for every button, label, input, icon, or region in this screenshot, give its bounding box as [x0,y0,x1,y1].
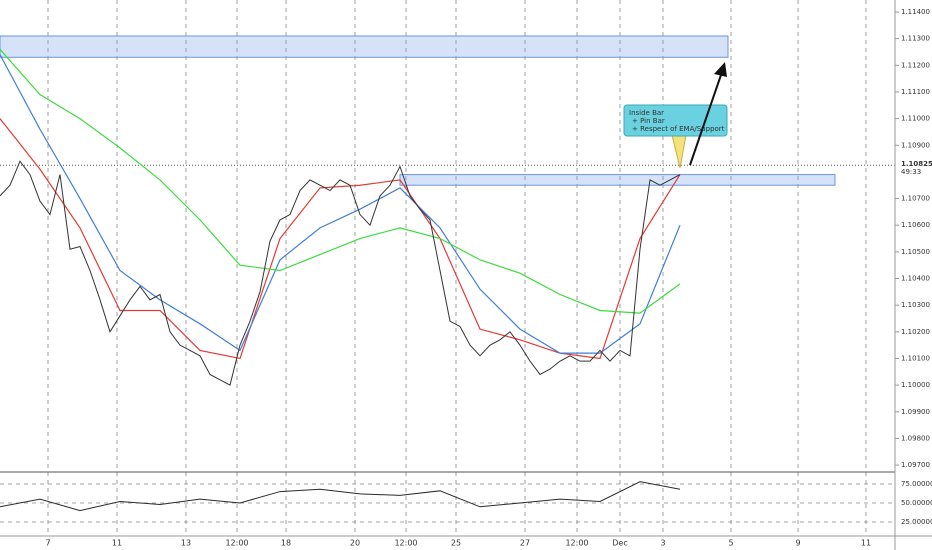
plot [0,48,895,512]
x-tick-label: 18 [281,539,291,548]
y-tick-label: 1.10200 [901,328,930,336]
x-tick-label: 25 [451,539,461,548]
y-tick-label: 1.10900 [901,141,930,149]
annotation: Inside Bar + Pin Bar + Respect of EMA/Su… [623,62,728,169]
x-tick-label: 5 [728,539,733,548]
x-tick-label: 12:00 [394,539,417,548]
y-tick-label: 1.10100 [901,354,930,362]
y-tick-label: 1.09900 [901,408,930,416]
y-tick-label: 1.11300 [901,35,930,43]
grid [0,0,895,536]
y-tick-label: 1.11200 [901,61,930,69]
arrow-shaft [689,71,723,166]
osc-tick-label: 50.00000 [901,499,932,507]
zones [0,35,836,186]
callout-box [623,104,728,137]
osc-tick-label: 75.00000 [901,480,932,488]
x-tick-label: 11 [861,539,871,548]
osc-tick-label: 25.00000 [901,518,932,526]
ema-line [0,48,681,314]
countdown-label: 49:33 [901,168,921,176]
x-tick-label: 27 [520,539,530,548]
callout-line: + Respect of EMA/Support [632,125,725,133]
y-tick-label: 1.10700 [901,195,930,203]
y-tick-label: 1.09800 [901,434,930,442]
x-tick-label: 12:00 [225,539,248,548]
x-tick-label: Dec [612,539,627,548]
y-tick-label: 1.10000 [901,381,930,389]
x-tick-label: 12:00 [565,539,588,548]
ema-line [0,118,681,360]
arrow-head [714,62,727,77]
y-tick-label: 1.11400 [901,8,930,16]
x-tick-label: 7 [45,539,50,548]
axis: 7 11 13 12:00 18 20 12:00 25 27 12:00 Dec 3 5 9 11 1.11… [45,8,932,548]
callout-line: Inside Bar [629,109,664,117]
zone [0,35,729,58]
y-tick-label: 1.11000 [901,115,930,123]
y-tick-label: 1.10500 [901,248,930,256]
ema-line [0,54,681,354]
x-tick-label: 9 [795,539,800,548]
y-tick-label: 1.11100 [901,88,930,96]
zone [399,174,836,186]
y-tick-label: 1.09700 [901,461,930,469]
x-tick-label: 11 [112,539,122,548]
y-tick-label: 1.10600 [901,221,930,229]
y-tick-label: 1.10400 [901,275,930,283]
price-line [0,160,681,386]
x-tick-label: 20 [350,539,360,548]
x-tick-label: 13 [181,539,191,548]
callout-line: + Pin Bar [632,117,665,125]
oscillator-line [0,481,681,512]
y-tick-label: 1.10300 [901,301,930,309]
last-price-label: 1.10825 [901,160,932,168]
last-price-box [896,160,932,179]
x-tick-label: 3 [660,539,665,548]
